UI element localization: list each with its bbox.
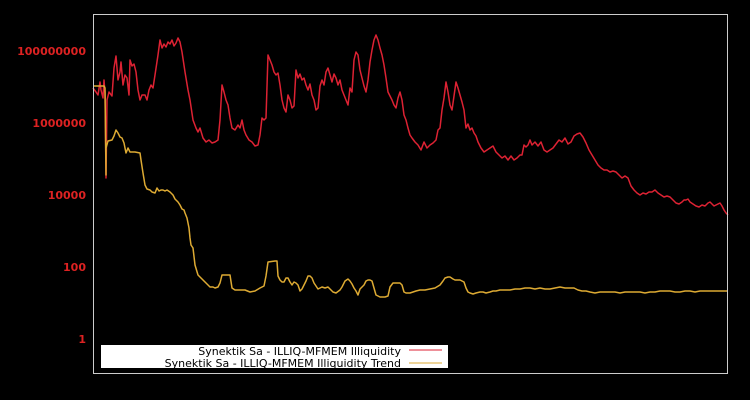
y-tick-label: 10000	[48, 189, 87, 202]
legend-label-trend: Synektik Sa - ILLIQ-MFMEM Illiquidity Tr…	[165, 357, 401, 370]
y-tick-label: 1000000	[32, 117, 86, 130]
legend-label-illiquidity: Synektik Sa - ILLIQ-MFMEM Illiquidity	[198, 345, 401, 358]
y-tick-label: 100	[63, 261, 86, 274]
plot-frame	[93, 14, 728, 374]
illiquidity-trend-line	[93, 85, 728, 298]
legend: Synektik Sa - ILLIQ-MFMEM Illiquidity Sy…	[101, 345, 448, 370]
y-tick-label: 1	[78, 333, 86, 346]
y-tick-label: 100000000	[17, 45, 86, 58]
y-axis: 100000000 1000000 10000 100 1	[17, 45, 86, 346]
illiquidity-line	[92, 34, 729, 216]
legend-box	[101, 345, 448, 368]
